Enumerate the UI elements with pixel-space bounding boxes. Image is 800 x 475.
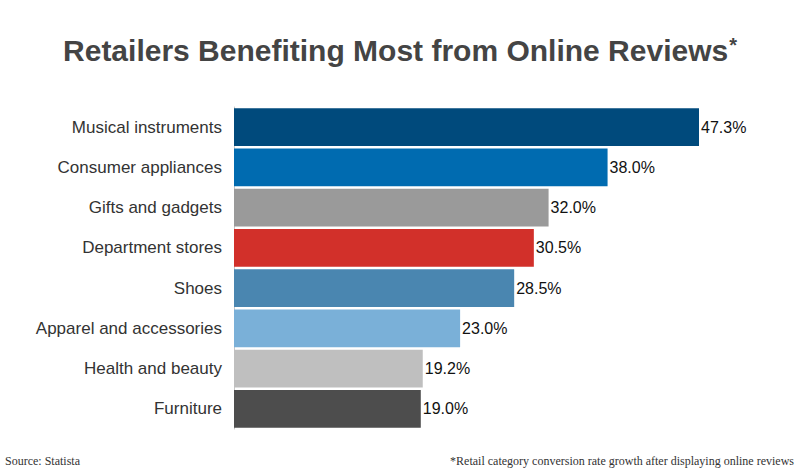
svg-text:Health and beauty: Health and beauty: [84, 359, 222, 378]
svg-text:*Retail category conversion ra: *Retail category conversion rate growth …: [450, 454, 794, 468]
svg-text:30.5%: 30.5%: [536, 239, 581, 256]
svg-text:Furniture: Furniture: [154, 399, 222, 418]
svg-text:19.0%: 19.0%: [423, 400, 468, 417]
svg-text:28.5%: 28.5%: [516, 280, 561, 297]
svg-text:Department stores: Department stores: [82, 238, 222, 257]
svg-text:Gifts and gadgets: Gifts and gadgets: [89, 198, 222, 217]
svg-text:*: *: [729, 34, 737, 56]
svg-text:Retailers Benefiting Most from: Retailers Benefiting Most from Online Re…: [63, 34, 728, 67]
svg-text:32.0%: 32.0%: [551, 199, 596, 216]
svg-text:23.0%: 23.0%: [462, 320, 507, 337]
svg-text:Apparel and accessories: Apparel and accessories: [36, 319, 222, 338]
svg-text:38.0%: 38.0%: [610, 159, 655, 176]
svg-text:47.3%: 47.3%: [701, 119, 746, 136]
svg-text:Consumer appliances: Consumer appliances: [58, 158, 222, 177]
svg-text:19.2%: 19.2%: [425, 360, 470, 377]
svg-text:Shoes: Shoes: [174, 279, 222, 298]
svg-text:Source: Statista: Source: Statista: [5, 454, 81, 468]
svg-text:Musical instruments: Musical instruments: [72, 118, 222, 137]
